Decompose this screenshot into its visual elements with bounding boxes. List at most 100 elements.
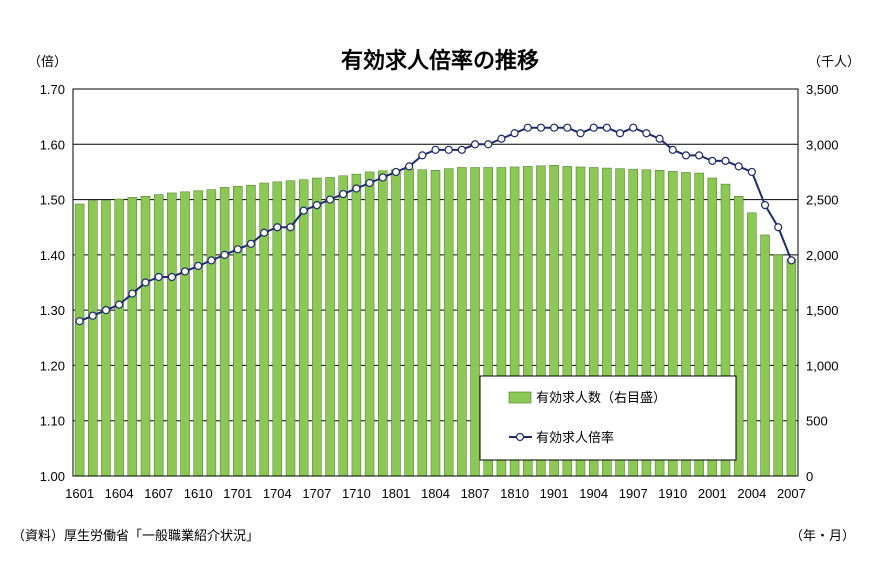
bar <box>391 169 401 477</box>
x-tick-label: 2007 <box>777 486 806 501</box>
y-right-tick-label: 1,500 <box>806 303 839 318</box>
bar <box>786 259 797 477</box>
line-point <box>115 300 124 309</box>
x-tick-label: 1701 <box>223 486 252 501</box>
line-point <box>642 129 651 138</box>
y-right-tick-label: 0 <box>806 469 813 484</box>
legend-line-marker <box>515 432 525 442</box>
line-point <box>615 129 625 138</box>
bar <box>101 200 111 477</box>
y-axis-left-label: （倍） <box>28 55 67 70</box>
y-left-tick-label: 1.20 <box>40 358 65 373</box>
line-point <box>418 151 427 160</box>
bar <box>74 203 85 477</box>
line-point <box>747 167 756 177</box>
line-point <box>523 123 532 132</box>
y-axis-left-ticks: 1.00 1.10 1.20 1.30 1.40 1.50 1.60 1.70 <box>40 82 65 484</box>
bar <box>338 175 348 477</box>
x-tick-label: 2001 <box>698 486 727 501</box>
x-tick-label: 1801 <box>381 486 410 501</box>
line-point <box>457 145 466 154</box>
bar <box>325 177 335 477</box>
legend-label-line: 有効求人倍率 <box>536 430 614 446</box>
line-point <box>497 134 506 143</box>
x-tick-label: 1704 <box>263 486 292 501</box>
y-right-tick-label: 1,000 <box>806 358 839 373</box>
bar <box>417 169 428 477</box>
line-point <box>629 123 638 132</box>
line-point <box>260 228 269 237</box>
line-point <box>325 195 335 204</box>
line-point <box>339 189 348 199</box>
x-axis-ticks: 1601 1604 1607 1610 1701 1704 1707 1710 1801 1804… <box>65 486 806 501</box>
line-point <box>431 145 440 154</box>
line-point <box>405 162 414 171</box>
y-left-tick-label: 1.40 <box>40 248 65 263</box>
x-tick-label: 1904 <box>579 486 608 501</box>
bar <box>760 234 770 477</box>
bar <box>298 179 309 477</box>
line-point <box>167 272 176 282</box>
x-tick-label: 1604 <box>105 486 134 501</box>
bar <box>127 197 138 477</box>
line-point <box>655 134 664 143</box>
x-tick-label: 2004 <box>737 486 766 501</box>
line-point <box>299 206 308 215</box>
line-point <box>378 173 387 182</box>
line-point <box>312 201 321 210</box>
x-tick-label: 1807 <box>461 486 490 501</box>
legend: 有効求人数（右目盛） 有効求人倍率 <box>479 375 737 461</box>
line-point <box>365 178 374 188</box>
bar <box>457 167 467 477</box>
line-point <box>774 223 783 232</box>
line-point <box>470 140 480 149</box>
line-point <box>510 129 519 138</box>
line-point <box>444 145 453 154</box>
line-point <box>273 223 282 232</box>
line-point <box>391 167 401 177</box>
bar <box>219 187 230 477</box>
x-tick-label: 1710 <box>342 486 371 501</box>
bar <box>114 198 124 477</box>
x-tick-label: 1607 <box>144 486 173 501</box>
line-point <box>576 129 585 138</box>
bar <box>470 167 480 477</box>
bar <box>167 192 177 477</box>
line-point <box>760 201 770 210</box>
line-point <box>589 123 598 132</box>
line-point <box>695 151 704 160</box>
line-point <box>128 289 137 298</box>
y-left-tick-label: 1.60 <box>40 137 65 152</box>
x-tick-label: 1810 <box>500 486 529 501</box>
x-tick-label: 1910 <box>658 486 687 501</box>
chart-title: 有効求人倍率の推移 <box>341 48 539 74</box>
bar <box>193 190 203 477</box>
line-series <box>75 123 796 326</box>
bar <box>259 182 269 477</box>
line-point <box>668 145 677 154</box>
bar <box>351 173 362 477</box>
y-right-tick-label: 2,000 <box>806 248 839 263</box>
line-point <box>550 123 559 132</box>
bar <box>404 168 414 477</box>
source-note: （資料）厚生労働省「一般職業紹介状況」 <box>12 528 259 544</box>
line-point <box>194 261 203 271</box>
bar <box>140 196 151 477</box>
line-point <box>536 123 546 132</box>
bar <box>443 168 454 477</box>
y-left-tick-label: 1.70 <box>40 82 65 97</box>
line-point <box>246 239 256 248</box>
bar <box>773 254 783 477</box>
x-tick-label: 1907 <box>619 486 648 501</box>
legend-box <box>479 375 737 461</box>
line-point <box>88 311 97 320</box>
bar <box>430 170 441 477</box>
line-point <box>563 123 572 132</box>
line-point <box>708 156 717 165</box>
bar <box>153 194 164 477</box>
line-point <box>207 256 216 265</box>
y-right-tick-label: 3,000 <box>806 137 839 152</box>
line-point <box>787 256 796 265</box>
line-point <box>681 151 691 160</box>
